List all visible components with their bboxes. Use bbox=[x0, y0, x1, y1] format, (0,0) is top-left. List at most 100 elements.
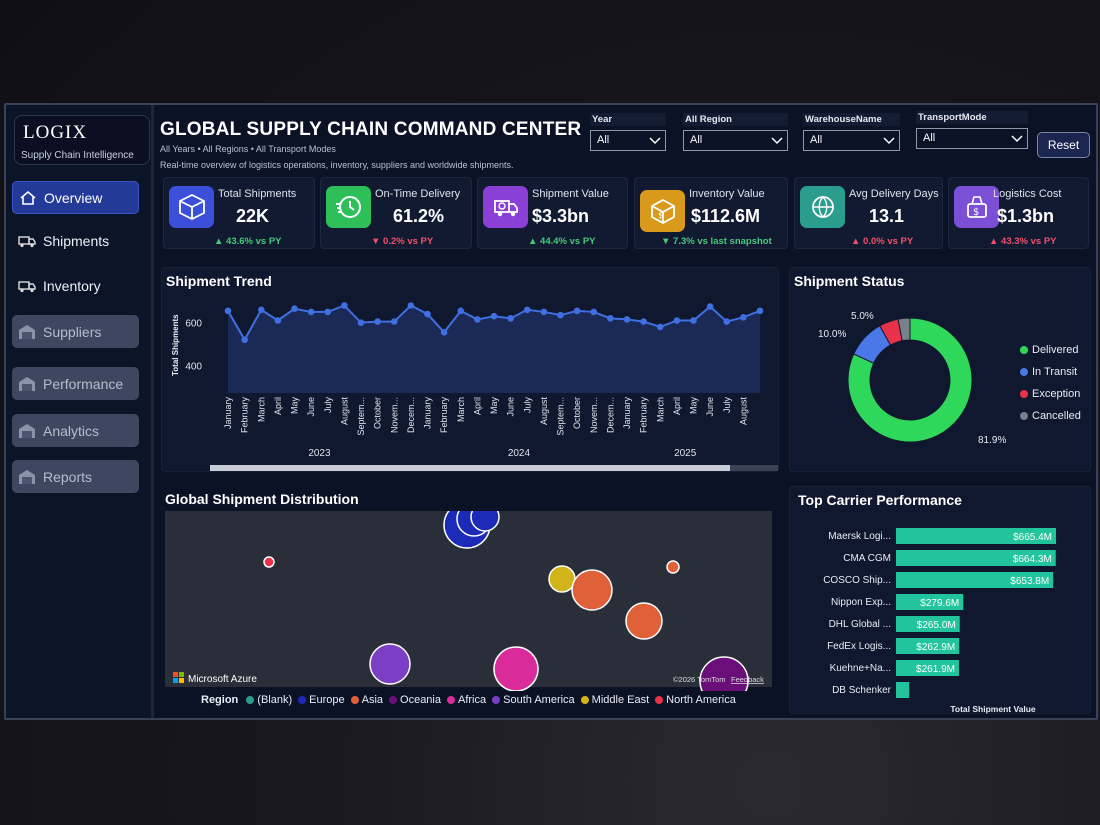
trend-point[interactable] bbox=[407, 302, 415, 309]
money-icon: $ bbox=[954, 186, 999, 228]
carrier-bar[interactable] bbox=[896, 660, 959, 676]
kpi-value: $3.3bn bbox=[532, 206, 590, 226]
carrier-bar-chart[interactable]: Maersk Logi... $665.4M CMA CGM $664.3M COSCO… bbox=[790, 487, 1092, 715]
trend-point[interactable] bbox=[706, 303, 714, 310]
x-tick-label: Septem... bbox=[356, 397, 366, 436]
nav-inventory[interactable]: Inventory bbox=[12, 269, 139, 302]
reset-button[interactable]: Reset bbox=[1037, 132, 1090, 158]
trend-point[interactable] bbox=[557, 311, 564, 319]
map-bubble[interactable] bbox=[493, 646, 539, 691]
carrier-bar[interactable] bbox=[896, 594, 964, 610]
region-legend-item[interactable]: (Blank) bbox=[246, 694, 292, 706]
trend-point[interactable] bbox=[341, 302, 348, 309]
trend-point[interactable] bbox=[291, 305, 298, 313]
trend-point[interactable] bbox=[307, 308, 315, 316]
donut-slice[interactable] bbox=[847, 317, 973, 443]
carrier-bar[interactable] bbox=[896, 528, 1056, 544]
chevron-down-icon bbox=[1011, 135, 1023, 143]
map-bubble[interactable] bbox=[548, 565, 576, 593]
trend-point[interactable] bbox=[474, 316, 481, 323]
nav-overview[interactable]: Overview bbox=[12, 181, 139, 214]
map-bubble[interactable] bbox=[699, 656, 749, 691]
trend-point[interactable] bbox=[756, 307, 764, 315]
legend-item[interactable]: In Transit bbox=[1020, 366, 1077, 378]
carrier-bar[interactable] bbox=[896, 638, 960, 654]
map-bubble[interactable] bbox=[263, 556, 275, 568]
shipment-trend-chart[interactable]: Total Shipments 400 600 January February Marc… bbox=[162, 268, 780, 473]
trend-point[interactable] bbox=[540, 308, 548, 316]
bar-value-label: $262.9M bbox=[916, 642, 955, 653]
donut-slice[interactable] bbox=[897, 317, 911, 342]
trend-point[interactable] bbox=[357, 319, 365, 326]
scrollbar-thumb[interactable] bbox=[210, 465, 730, 471]
nav-analytics[interactable]: Analytics bbox=[12, 414, 139, 447]
kpi-inventory-value: $ Inventory Value $112.6M ▼ 7.3% vs last… bbox=[634, 177, 788, 249]
trend-point[interactable] bbox=[690, 317, 697, 324]
warehouse-select[interactable]: All bbox=[803, 130, 900, 151]
region-legend-item[interactable]: Oceania bbox=[389, 694, 441, 706]
kpi-label: Total Shipments bbox=[218, 188, 297, 200]
map-bubble[interactable] bbox=[625, 602, 663, 640]
trend-point[interactable] bbox=[607, 315, 614, 322]
trend-point[interactable] bbox=[656, 323, 664, 331]
map-bubble[interactable] bbox=[666, 560, 680, 574]
trend-point[interactable] bbox=[507, 315, 514, 322]
trend-point[interactable] bbox=[457, 307, 465, 315]
map-bubble[interactable] bbox=[470, 511, 500, 532]
legend-item[interactable]: Exception bbox=[1020, 388, 1080, 400]
trend-point[interactable] bbox=[723, 318, 731, 325]
x-tick-label: October bbox=[373, 397, 383, 429]
map-feedback-link[interactable]: Feedback bbox=[731, 675, 764, 684]
year-label: 2024 bbox=[508, 448, 531, 459]
region-legend-item[interactable]: Middle East bbox=[580, 694, 649, 706]
map-bubble[interactable] bbox=[571, 569, 613, 611]
trend-point[interactable] bbox=[523, 306, 531, 314]
nav-performance[interactable]: Performance bbox=[12, 367, 139, 400]
region-legend-item[interactable]: Africa bbox=[447, 694, 486, 706]
nav-suppliers[interactable]: Suppliers bbox=[12, 315, 139, 348]
region-legend-item[interactable]: South America bbox=[492, 694, 575, 706]
x-tick-label: February bbox=[439, 397, 449, 434]
x-tick-label: Novem... bbox=[589, 397, 599, 433]
x-tick-label: May bbox=[689, 397, 699, 415]
legend-label: North America bbox=[666, 694, 736, 706]
trend-point[interactable] bbox=[241, 336, 248, 344]
carrier-bar[interactable] bbox=[896, 616, 960, 632]
shipment-status-donut[interactable]: 81.9% 10.0% 5.0% bbox=[790, 268, 1092, 473]
trend-point[interactable] bbox=[590, 308, 598, 316]
carrier-bar[interactable] bbox=[896, 550, 1056, 566]
trend-point[interactable] bbox=[740, 313, 747, 321]
trend-point[interactable] bbox=[490, 312, 498, 320]
region-legend-item[interactable]: Europe bbox=[298, 694, 345, 706]
trend-point[interactable] bbox=[440, 328, 448, 336]
trend-point[interactable] bbox=[390, 318, 398, 325]
year-select[interactable]: All bbox=[590, 130, 666, 151]
trend-point[interactable] bbox=[224, 307, 232, 315]
legend-dot bbox=[492, 696, 501, 704]
trend-point[interactable] bbox=[623, 316, 631, 323]
trend-point[interactable] bbox=[673, 317, 681, 324]
trend-point[interactable] bbox=[374, 318, 381, 325]
trend-point[interactable] bbox=[424, 310, 431, 318]
shipment-map[interactable]: Microsoft Azure ©2026 TomTom Feedback bbox=[165, 511, 783, 691]
bar-category-label: CMA CGM bbox=[843, 553, 891, 564]
transport-select[interactable]: All bbox=[916, 128, 1028, 149]
nav-shipments[interactable]: Shipments bbox=[12, 224, 139, 257]
region-select[interactable]: All bbox=[683, 130, 788, 151]
region-legend-item[interactable]: Asia bbox=[350, 694, 383, 706]
trend-point[interactable] bbox=[257, 306, 265, 314]
legend-item[interactable]: Cancelled bbox=[1020, 410, 1081, 422]
trend-point[interactable] bbox=[640, 318, 647, 325]
region-legend-item[interactable]: North America bbox=[655, 694, 736, 706]
legend-label: South America bbox=[503, 694, 575, 706]
trend-point[interactable] bbox=[573, 307, 581, 315]
trend-point[interactable] bbox=[274, 317, 282, 324]
carrier-bar[interactable] bbox=[896, 682, 910, 698]
carrier-bar[interactable] bbox=[896, 572, 1054, 588]
nav-reports[interactable]: Reports bbox=[12, 460, 139, 493]
x-tick-label: Novem... bbox=[389, 397, 399, 433]
legend-item[interactable]: Delivered bbox=[1020, 344, 1078, 356]
map-bubble[interactable] bbox=[369, 643, 411, 685]
trend-point[interactable] bbox=[324, 308, 332, 316]
kpi-on-time-delivery: On-Time Delivery 61.2% ▼ 0.2% vs PY bbox=[320, 177, 472, 249]
